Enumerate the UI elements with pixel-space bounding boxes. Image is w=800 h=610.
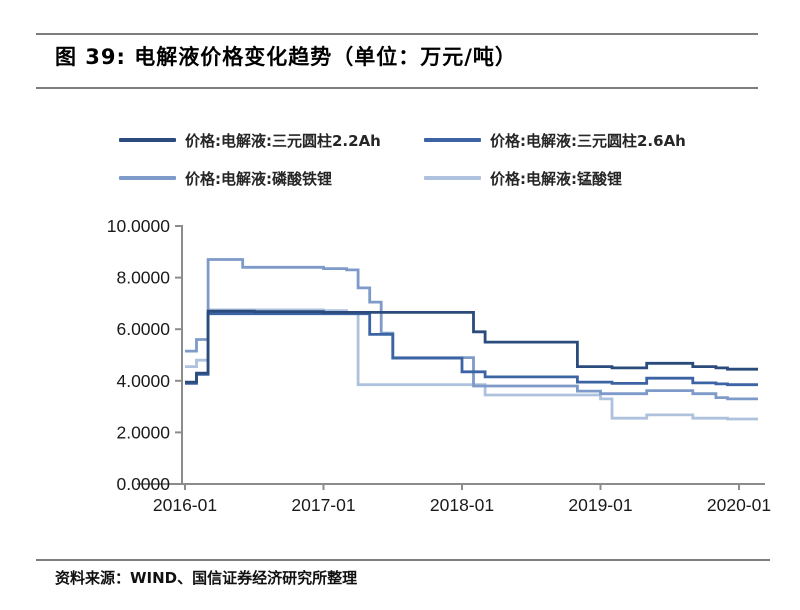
legend-line-swatch <box>119 138 176 142</box>
source-note: 资料来源：WIND、国信证券经济研究所整理 <box>55 569 358 587</box>
x-tick-label: 2018-01 <box>430 495 494 515</box>
figure-title: 图 39: 电解液价格变化趋势（单位：万元/吨） <box>55 45 517 69</box>
y-tick-label: 4.0000 <box>116 371 170 391</box>
y-tick-label: 10.0000 <box>107 216 171 236</box>
source-divider <box>36 559 770 561</box>
legend-item-26ah: 价格:电解液:三元圆柱2.6Ah <box>424 131 686 150</box>
series-line-0 <box>185 309 758 384</box>
x-tick-label: 2017-01 <box>291 495 355 515</box>
y-tick-label: 6.0000 <box>116 319 170 339</box>
legend-item-lmo: 价格:电解液:锰酸锂 <box>424 169 622 188</box>
series-line-1 <box>185 312 758 387</box>
y-tick-label: 2.0000 <box>116 422 170 442</box>
x-tick-label: 2020-01 <box>707 495 771 515</box>
legend-line-swatch <box>119 176 176 180</box>
y-tick-label: 0.0000 <box>116 474 170 494</box>
legend-line-swatch <box>424 176 481 180</box>
x-tick-label: 2019-01 <box>568 495 632 515</box>
legend-label: 价格:电解液:三元圆柱2.6Ah <box>490 131 686 150</box>
x-tick-label: 2016-01 <box>153 495 217 515</box>
title-divider-bottom <box>36 87 758 89</box>
legend-item-22ah: 价格:电解液:三元圆柱2.2Ah <box>119 131 381 150</box>
legend-label: 价格:电解液:三元圆柱2.2Ah <box>185 131 381 150</box>
title-divider-top <box>36 33 758 35</box>
y-tick-label: 8.0000 <box>116 268 170 288</box>
legend-label: 价格:电解液:锰酸锂 <box>490 169 622 188</box>
legend-line-swatch <box>424 138 481 142</box>
legend-item-lfp: 价格:电解液:磷酸铁锂 <box>119 169 332 188</box>
legend-label: 价格:电解液:磷酸铁锂 <box>185 169 332 188</box>
